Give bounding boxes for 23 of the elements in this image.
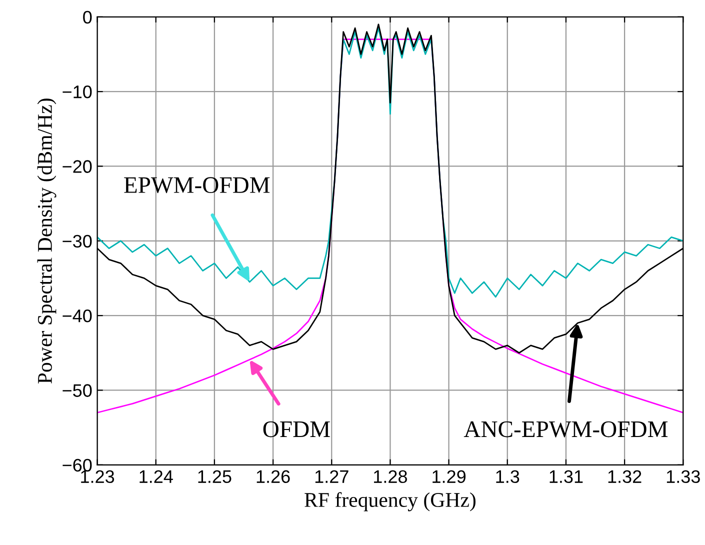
text: EPWM-OFDM: [124, 177, 270, 194]
x-tick-label: 1.31: [550, 470, 583, 484]
x-tick-label: 1.33: [666, 470, 700, 484]
x-tick-label: 1.28: [374, 470, 408, 484]
x-tick-label: 1.27: [315, 470, 348, 483]
y-tick-label: −40: [62, 309, 92, 322]
y-tick-label: −20: [62, 160, 92, 173]
y-tick-label: −30: [62, 234, 92, 248]
y-tick-label: 0: [83, 10, 92, 24]
x-tick-label: 1.25: [198, 470, 232, 484]
x-tick-label: 1.24: [140, 470, 173, 483]
x-tick-label: 1.29: [432, 470, 466, 484]
text: OFDM: [263, 421, 330, 438]
x-tick-label: 1.32: [608, 470, 642, 484]
y-tick-label: −10: [62, 85, 92, 98]
text: ANC-EPWM-OFDM: [464, 421, 668, 438]
y-tick-label: −50: [62, 384, 92, 397]
y-axis-title: Power Spectral Density (dBm/Hz): [37, 98, 56, 384]
x-tick-label: 1.26: [256, 470, 290, 484]
x-axis-title: RF frequency (GHz): [304, 492, 476, 512]
x-tick-label: 1.23: [81, 470, 114, 484]
x-tick-label: 1.3: [496, 470, 520, 484]
y-tick-label: −60: [62, 458, 92, 472]
